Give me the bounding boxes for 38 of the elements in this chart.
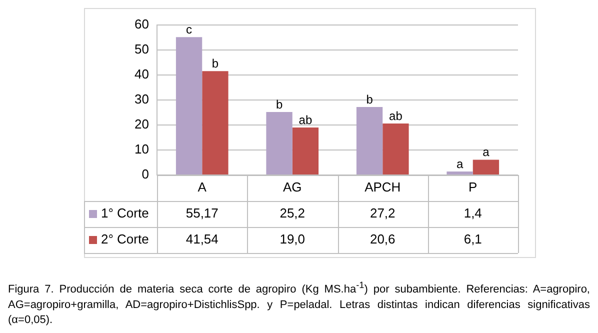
- data-label: 20,6: [370, 232, 396, 247]
- bar: [356, 107, 383, 174]
- y-tick-label: 30: [134, 92, 149, 107]
- bar: [382, 124, 409, 174]
- annotation: a: [482, 145, 490, 160]
- bar: [446, 172, 473, 174]
- data-label: 41,54: [186, 232, 218, 247]
- bar: [472, 160, 500, 174]
- data-label: 1,4: [464, 206, 482, 221]
- legend-label: 2° Corte: [101, 232, 149, 247]
- x-tick-label: P: [468, 180, 478, 195]
- data-label: 25,2: [280, 206, 306, 221]
- annotation: a: [456, 156, 464, 171]
- bar: [202, 71, 228, 174]
- annotation: ab: [298, 112, 312, 127]
- bar: [292, 128, 319, 174]
- data-label: 6,1: [464, 232, 482, 247]
- data-label: 19,0: [280, 232, 306, 247]
- annotation: ab: [389, 108, 403, 123]
- bar: [266, 112, 292, 174]
- y-tick-label: 60: [134, 16, 149, 32]
- data-label: 27,2: [370, 206, 396, 221]
- annotation: c: [186, 22, 192, 36]
- annotation: b: [276, 97, 283, 112]
- legend-label: 1° Corte: [101, 206, 149, 221]
- y-tick-label: 50: [134, 42, 149, 57]
- x-tick-label: A: [198, 180, 207, 195]
- y-tick-label: 40: [134, 66, 149, 82]
- text: Figura 7. Producción de materia seca corte de agropiro (Kg MS.ha$^{-1}$) por subambiente. Referencias: A=agropiro, AG=agropiro+gramilla, AD=agropiro+DistichlisSpp. y P=peladal. Letras distintas indican diferencias significativas (α=0,05).: [8, 279, 590, 328]
- annotation: b: [366, 92, 374, 106]
- y-tick-label: 20: [134, 116, 149, 132]
- y-tick-label: 0: [142, 166, 149, 182]
- annotation: b: [212, 56, 219, 70]
- data-label: 55,17: [186, 206, 218, 221]
- x-tick-label: AG: [282, 180, 302, 195]
- y-tick-label: 10: [134, 142, 149, 157]
- bar: [176, 37, 202, 174]
- x-tick-label: APCH: [364, 180, 401, 195]
